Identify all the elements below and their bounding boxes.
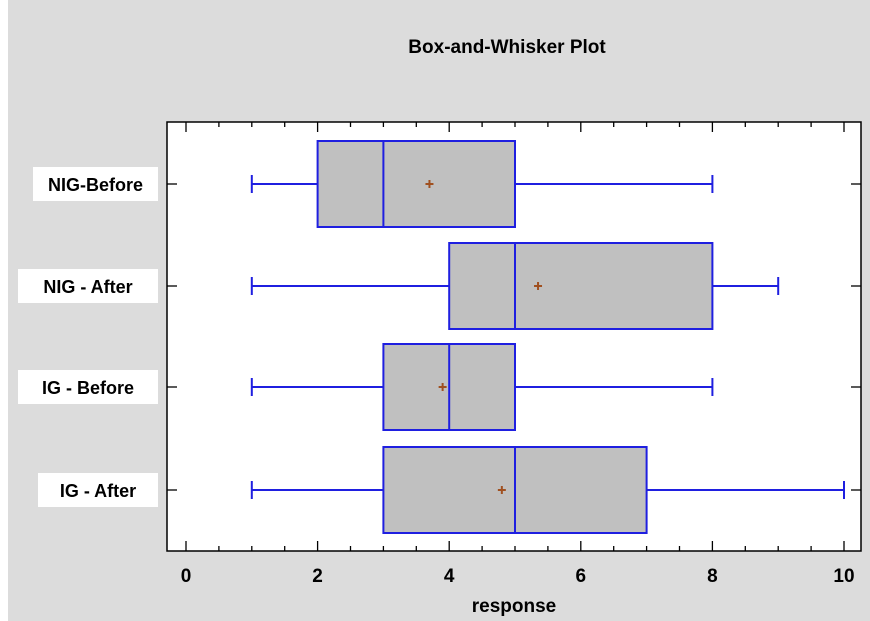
iqr-box (448, 242, 714, 330)
iqr-box (316, 140, 516, 228)
category-label: NIG - After (43, 277, 132, 297)
x-tick-label: 10 (833, 566, 854, 587)
chart-title: Box-and-Whisker Plot (408, 37, 606, 58)
category-label-bg (33, 167, 158, 201)
x-tick-label: 4 (444, 566, 455, 587)
category-label: IG - Before (42, 378, 134, 398)
category-label: IG - After (60, 481, 136, 501)
x-tick-label: 8 (707, 566, 718, 587)
category-label-bg (18, 269, 158, 303)
category-label-bg (18, 370, 158, 404)
x-axis-label: response (472, 596, 556, 617)
category-label-bg (38, 473, 158, 507)
category-label: NIG-Before (48, 175, 143, 195)
x-tick-label: 6 (576, 566, 587, 587)
x-tick-label: 0 (181, 566, 192, 587)
x-tick-label: 2 (312, 566, 323, 587)
